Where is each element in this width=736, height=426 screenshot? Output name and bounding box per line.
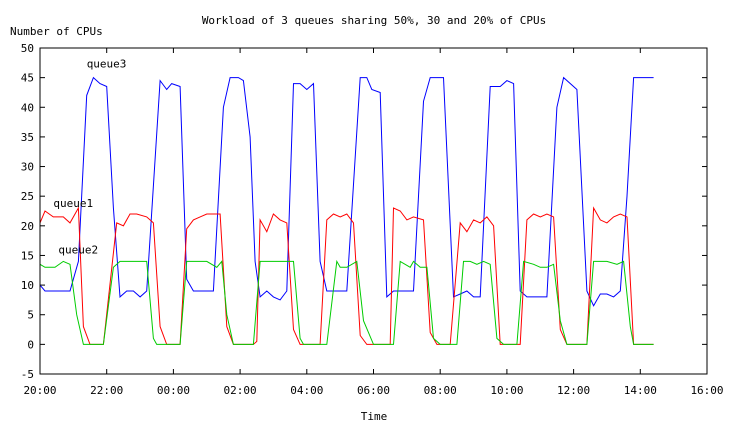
series-lines [39, 76, 654, 345]
x-tick-label: 00:00 [157, 384, 190, 397]
y-tick-label: -5 [21, 368, 34, 381]
series-label-queue3: queue3 [87, 58, 127, 71]
x-tick-label: 08:00 [424, 384, 457, 397]
x-tick-label: 14:00 [624, 384, 657, 397]
plot-frame [39, 47, 708, 375]
y-tick-label: 10 [21, 279, 34, 292]
x-tick-label: 02:00 [224, 384, 257, 397]
x-tick-label: 22:00 [90, 384, 123, 397]
series-label-queue2: queue2 [58, 244, 98, 257]
series-labels: queue3 queue1 queue2 [53, 58, 126, 257]
series-line-queue1 [39, 206, 654, 345]
x-tick-label: 16:00 [690, 384, 723, 397]
y-axis-label: Number of CPUs [10, 25, 103, 38]
axis-ticks: -5 0 5 10 15 20 25 30 35 40 45 50 20:00 22:00 00:00 02:… [21, 42, 724, 397]
y-tick-label: 25 [21, 190, 34, 203]
y-tick-label: 45 [21, 72, 34, 85]
series-line-queue3 [39, 76, 654, 307]
series-label-queue1: queue1 [53, 197, 93, 210]
x-tick-label: 06:00 [357, 384, 390, 397]
x-axis-label: Time [361, 410, 388, 423]
y-tick-label: 50 [21, 42, 34, 55]
y-tick-label: 15 [21, 249, 34, 262]
y-tick-label: 5 [27, 309, 34, 322]
y-tick-label: 0 [27, 338, 34, 351]
y-tick-label: 30 [21, 161, 34, 174]
y-tick-label: 35 [21, 131, 34, 144]
x-tick-label: 10:00 [490, 384, 523, 397]
chart-title: Workload of 3 queues sharing 50%, 30 and… [202, 14, 546, 27]
y-tick-label: 20 [21, 220, 34, 233]
y-tick-label: 40 [21, 101, 34, 114]
x-tick-label: 04:00 [290, 384, 323, 397]
x-tick-label: 12:00 [557, 384, 590, 397]
x-tick-label: 20:00 [23, 384, 56, 397]
series-line-queue2 [39, 259, 654, 345]
